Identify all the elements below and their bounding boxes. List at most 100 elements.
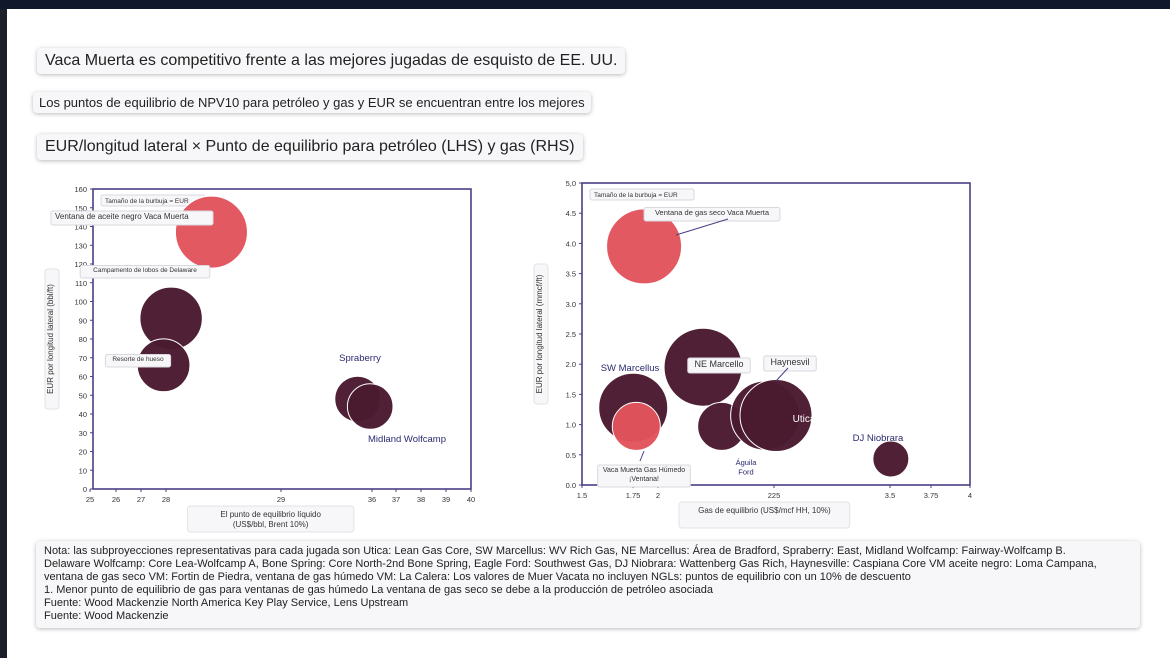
bubble-point (174, 195, 248, 269)
y-tick-label: 0.5 (566, 451, 576, 460)
window-top-bar (0, 0, 1170, 9)
point-label-box (597, 464, 691, 488)
point-label: NE Marcello (694, 359, 743, 369)
point-label: SW Marcellus (601, 363, 660, 374)
point-label: Midland Wolfcamp (368, 434, 446, 445)
x-tick-label: 40 (467, 495, 475, 504)
bubble-point (872, 440, 910, 478)
callout-line (639, 450, 645, 462)
x-tick-label: 1.5 (577, 491, 587, 500)
y-tick-label: 2.0 (566, 360, 576, 369)
y-tick-label: 100 (74, 298, 87, 307)
y-tick-label: 40 (79, 410, 87, 419)
x-axis-label: Gas de equilibrio (US$/mcf HH, 10%) (698, 506, 831, 515)
y-tick-label: 120 (74, 260, 87, 269)
bubble-size-note: Tamaño de la burbuja = EUR (594, 192, 678, 199)
y-tick-label: 0 (83, 485, 87, 494)
oil-breakeven-chart: 0 10 20 30 40 50 60 70 80 90 100 110 120 130 140 150 160… (44, 185, 475, 533)
note-line: Fuente: Wood Mackenzie North America Key… (44, 597, 409, 609)
point-label-box (104, 354, 172, 368)
point-label: Águila (736, 458, 758, 467)
x-tick-label: 1.75 (626, 491, 641, 500)
point-label: Campamento de lobos de Delaware (93, 267, 197, 274)
y-axis-label-box (44, 268, 60, 410)
y-tick-label: 4.5 (566, 209, 576, 218)
x-axis-label: (US$/bbl, Brent 10%) (233, 520, 309, 529)
bubble-size-note-box (589, 188, 695, 201)
x-tick-label: 26 (112, 495, 120, 504)
y-tick-label: 140 (74, 223, 87, 232)
footnotes: Nota: las subproyecciones representativa… (36, 541, 1140, 628)
y-tick-label: 4.0 (566, 239, 576, 248)
y-tick-label: 5,0 (566, 179, 576, 188)
point-label-box (687, 357, 751, 374)
note-line: Fuente: Wood Mackenzie (44, 610, 169, 622)
x-axis-label: El punto de equilibrio líquido (220, 510, 321, 519)
point-label: Haynesvil (770, 357, 809, 367)
note-line: Nota: las subproyecciones representativa… (44, 545, 1066, 557)
slide-subheadline: Los puntos de equilibrio de NPV10 para p… (33, 92, 591, 113)
y-tick-label: 1.5 (566, 390, 576, 399)
x-axis-label-box (187, 505, 355, 533)
slide-headline: Vaca Muerta es competitivo frente a las … (37, 48, 626, 74)
point-label-box (763, 355, 817, 372)
y-tick-label: 3.5 (566, 270, 576, 279)
y-tick-label: 1.0 (566, 421, 576, 430)
y-tick-label: 2.5 (566, 330, 576, 339)
callout-line (775, 367, 789, 382)
bubble-point (739, 379, 813, 453)
bubble-point (346, 383, 394, 430)
y-axis-label: EUR por longitud lateral (mmcf/ft) (535, 274, 544, 393)
x-tick-label: 4 (968, 491, 972, 500)
y-axis-label: EUR por longitud lateral (bbl/ft) (46, 284, 55, 394)
bubble-point (611, 401, 661, 451)
point-label: Ventana de aceite negro Vaca Muerta (55, 212, 189, 221)
y-tick-label: 3.0 (566, 300, 576, 309)
x-tick-label: 225 (768, 491, 781, 500)
y-tick-label: 150 (74, 204, 87, 213)
point-label-box (643, 207, 781, 222)
point-label: Vaca Muerta Gas Húmedo (603, 467, 685, 474)
x-tick-label: 37 (392, 495, 400, 504)
y-axis-label-box (533, 263, 549, 405)
point-label: ¡Ventana! (629, 476, 659, 483)
y-tick-label: 70 (79, 354, 87, 363)
x-tick-label: 27 (137, 495, 145, 504)
note-line: Delaware Wolfcamp: Core Lea-Wolfcamp A, … (44, 558, 1097, 583)
point-label: Resorte de hueso (112, 356, 164, 363)
y-tick-label: 10 (79, 466, 87, 475)
callout-line (675, 218, 729, 236)
y-tick-label: 50 (79, 391, 87, 400)
x-tick-label: 29 (277, 495, 285, 504)
point-label: Ford (738, 468, 753, 477)
x-tick-label: 3.75 (924, 491, 939, 500)
x-tick-label: 38 (417, 495, 425, 504)
point-label: DJ Niobrara (853, 433, 904, 444)
y-tick-label: 30 (79, 429, 87, 438)
y-tick-label: 60 (79, 373, 87, 382)
point-label: Spraberry (339, 353, 381, 364)
chart-title: EUR/longitud lateral × Punto de equilibr… (37, 134, 583, 160)
y-tick-label: 0.0 (566, 481, 576, 490)
y-tick-label: 130 (74, 241, 87, 250)
point-label-box (50, 210, 214, 226)
y-tick-label: 20 (79, 448, 87, 457)
window-left-edge (0, 9, 7, 658)
x-tick-label: 36 (368, 495, 376, 504)
gas-breakeven-chart: 0.0 0.5 1.0 1.5 2.0 2.5 3.0 3.5 4.0 4.5 5,0 1.5 1.75… (533, 179, 972, 529)
y-tick-label: 90 (79, 316, 87, 325)
x-tick-label: 28 (162, 495, 170, 504)
point-label-box (79, 265, 211, 279)
point-label: Utica (793, 414, 816, 425)
x-axis-label-box (678, 501, 851, 529)
x-tick-label: 25 (86, 495, 94, 504)
y-tick-label: 160 (74, 185, 87, 194)
y-tick-label: 110 (75, 279, 87, 288)
x-tick-label: 2 (656, 491, 660, 500)
note-line: 1. Menor punto de equilibrio de gas para… (44, 584, 714, 596)
y-tick-label: 80 (79, 335, 87, 344)
point-label: Ventana de gas seco Vaca Muerta (655, 208, 770, 217)
x-tick-label: 3.5 (885, 491, 895, 500)
x-tick-label: 39 (442, 495, 450, 504)
bubble-size-note: Tamaño de la burbuja = EUR (105, 198, 189, 205)
